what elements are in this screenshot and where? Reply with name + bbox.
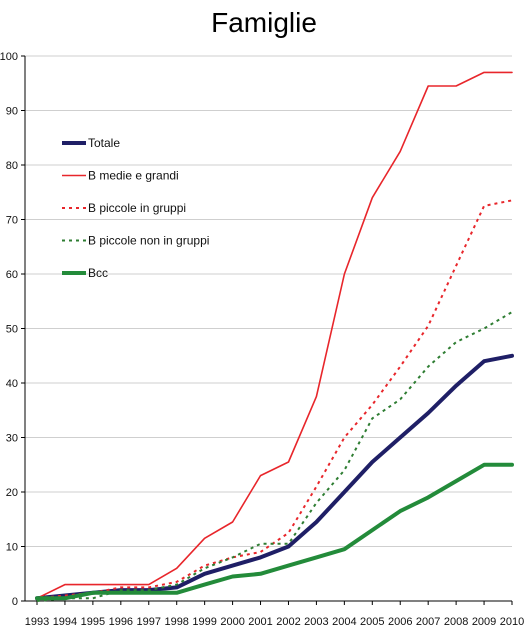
series-line	[35, 353, 514, 601]
series-line	[35, 462, 514, 601]
x-tick-label: 1999	[192, 616, 216, 628]
y-tick-label: 100	[0, 51, 18, 63]
x-tick-label: 2008	[444, 616, 468, 628]
y-tick-label: 40	[6, 378, 18, 390]
y-tick-label: 60	[6, 269, 18, 281]
x-tick-label: 1996	[109, 616, 133, 628]
x-tick-label: 2006	[388, 616, 412, 628]
legend-label: Bcc	[88, 266, 108, 280]
x-tick-label: 1993	[25, 616, 49, 628]
legend-label: Totale	[88, 136, 120, 150]
x-tick-label: 1997	[137, 616, 161, 628]
x-tick-label: 2009	[472, 616, 496, 628]
legend-label: B medie e grandi	[88, 169, 179, 183]
x-tick-label: 1994	[53, 616, 77, 628]
grid-layer	[25, 55, 512, 547]
series-layer	[35, 71, 514, 602]
x-tick-label: 2000	[220, 616, 244, 628]
legend: Totale B medie e grandi B piccole in grupp…	[62, 136, 209, 280]
y-tick-label: 90	[6, 106, 18, 118]
series-line	[36, 71, 513, 600]
y-tick-label: 50	[6, 324, 18, 336]
legend-label: B piccole non in gruppi	[88, 234, 209, 248]
y-tick-label: 0	[12, 596, 18, 608]
x-tick-label: 1995	[81, 616, 105, 628]
x-tick-label: 1998	[164, 616, 188, 628]
y-tick-label: 70	[6, 215, 18, 227]
axis-layer: 0 10 20 30 40 50 60 70 80 90 100 1993 1994 1995 1996 19…	[0, 51, 524, 628]
x-tick-label: 2001	[248, 616, 272, 628]
y-tick-label: 10	[6, 542, 18, 554]
x-tick-label: 2010	[500, 616, 524, 628]
y-tick-label: 80	[6, 160, 18, 172]
x-tick-label: 2002	[276, 616, 300, 628]
x-tick-label: 2003	[304, 616, 328, 628]
legend-label: B piccole in gruppi	[88, 201, 186, 215]
series-line	[36, 311, 513, 602]
x-tick-label: 2007	[416, 616, 440, 628]
x-tick-label: 2004	[332, 616, 356, 628]
y-tick-label: 30	[6, 433, 18, 445]
chart-title: Famiglie	[211, 7, 317, 38]
series-line	[36, 199, 513, 600]
x-tick-label: 2005	[360, 616, 384, 628]
y-tick-label: 20	[6, 487, 18, 499]
